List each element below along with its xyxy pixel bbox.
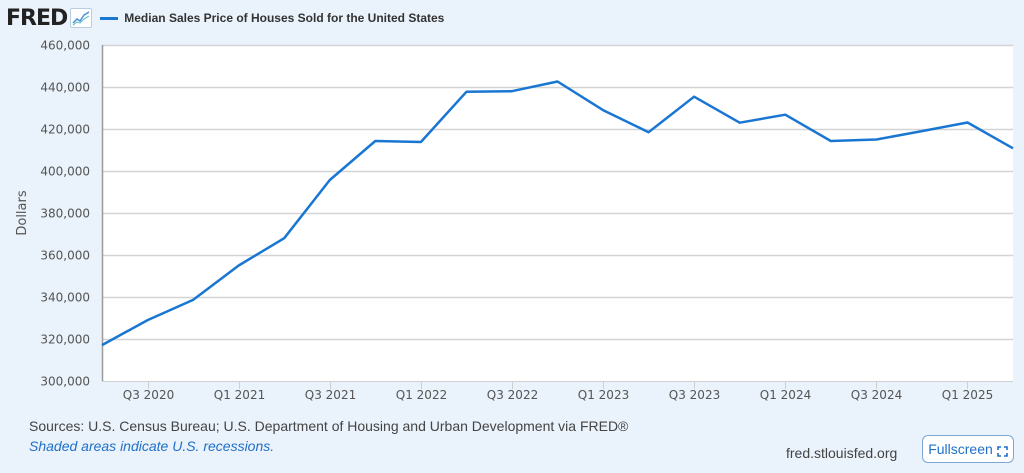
y-tick-label: 420,000 xyxy=(40,123,90,137)
sources-text: Sources: U.S. Census Bureau; U.S. Depart… xyxy=(29,418,629,434)
x-axis: Q3 2020 Q1 2021 Q3 2021 Q1 2022 Q3 2022 Q1 20… xyxy=(123,381,993,402)
x-tick-label: Q3 2021 xyxy=(305,388,356,402)
data-point[interactable] xyxy=(691,94,697,100)
data-point[interactable] xyxy=(919,128,925,134)
expand-icon xyxy=(996,444,1008,457)
data-point[interactable] xyxy=(600,107,606,113)
fred-logo[interactable]: FRED xyxy=(6,5,68,31)
x-tick-label: Q3 2023 xyxy=(669,388,720,402)
y-axis: 300,000 320,000 340,000 360,000 380,000 400,0… xyxy=(40,39,90,389)
data-point[interactable] xyxy=(418,139,424,145)
recession-note: Shaded areas indicate U.S. recessions. xyxy=(29,438,275,454)
fullscreen-button[interactable]: Fullscreen xyxy=(922,435,1014,463)
chart-header: FRED Median Sales Price of Houses Sold f… xyxy=(6,4,444,32)
y-tick-label: 400,000 xyxy=(40,165,90,179)
series-line[interactable] xyxy=(101,80,1014,347)
data-point[interactable] xyxy=(737,120,743,126)
legend-label[interactable]: Median Sales Price of Houses Sold for th… xyxy=(124,11,445,25)
data-point[interactable] xyxy=(828,138,834,144)
series-group xyxy=(99,79,1016,348)
data-point[interactable] xyxy=(782,112,788,118)
data-point[interactable] xyxy=(372,138,378,144)
y-axis-title: Dollars xyxy=(15,190,30,235)
x-tick-label: Q1 2022 xyxy=(396,388,447,402)
x-tick-label: Q1 2023 xyxy=(578,388,629,402)
data-point[interactable] xyxy=(145,317,151,323)
fullscreen-label: Fullscreen xyxy=(928,441,993,457)
y-tick-label: 340,000 xyxy=(40,291,90,305)
x-tick-label: Q3 2020 xyxy=(123,388,174,402)
x-tick-label: Q3 2022 xyxy=(487,388,538,402)
x-tick-label: Q1 2025 xyxy=(942,388,993,402)
y-tick-label: 440,000 xyxy=(40,81,90,95)
data-point[interactable] xyxy=(99,342,105,348)
x-tick-label: Q1 2024 xyxy=(760,388,811,402)
data-point[interactable] xyxy=(327,177,333,183)
site-link[interactable]: fred.stlouisfed.org xyxy=(786,445,898,461)
data-point[interactable] xyxy=(646,129,652,135)
data-point[interactable] xyxy=(964,119,970,125)
data-point[interactable] xyxy=(1010,145,1016,151)
data-point[interactable] xyxy=(555,79,561,85)
y-tick-label: 380,000 xyxy=(40,207,90,221)
legend: Median Sales Price of Houses Sold for th… xyxy=(100,11,444,25)
x-tick-label: Q3 2024 xyxy=(851,388,902,402)
y-tick-label: 460,000 xyxy=(40,39,90,53)
y-tick-label: 360,000 xyxy=(40,249,90,263)
data-point[interactable] xyxy=(509,88,515,94)
data-point[interactable] xyxy=(281,235,287,241)
data-point[interactable] xyxy=(873,137,879,143)
y-tick-label: 300,000 xyxy=(40,375,90,389)
y-tick-label: 320,000 xyxy=(40,333,90,347)
legend-swatch xyxy=(100,16,119,20)
data-point[interactable] xyxy=(236,263,242,269)
data-point[interactable] xyxy=(190,297,196,303)
data-point[interactable] xyxy=(463,89,469,95)
line-chart-icon xyxy=(70,8,93,28)
x-tick-label: Q1 2021 xyxy=(214,388,265,402)
